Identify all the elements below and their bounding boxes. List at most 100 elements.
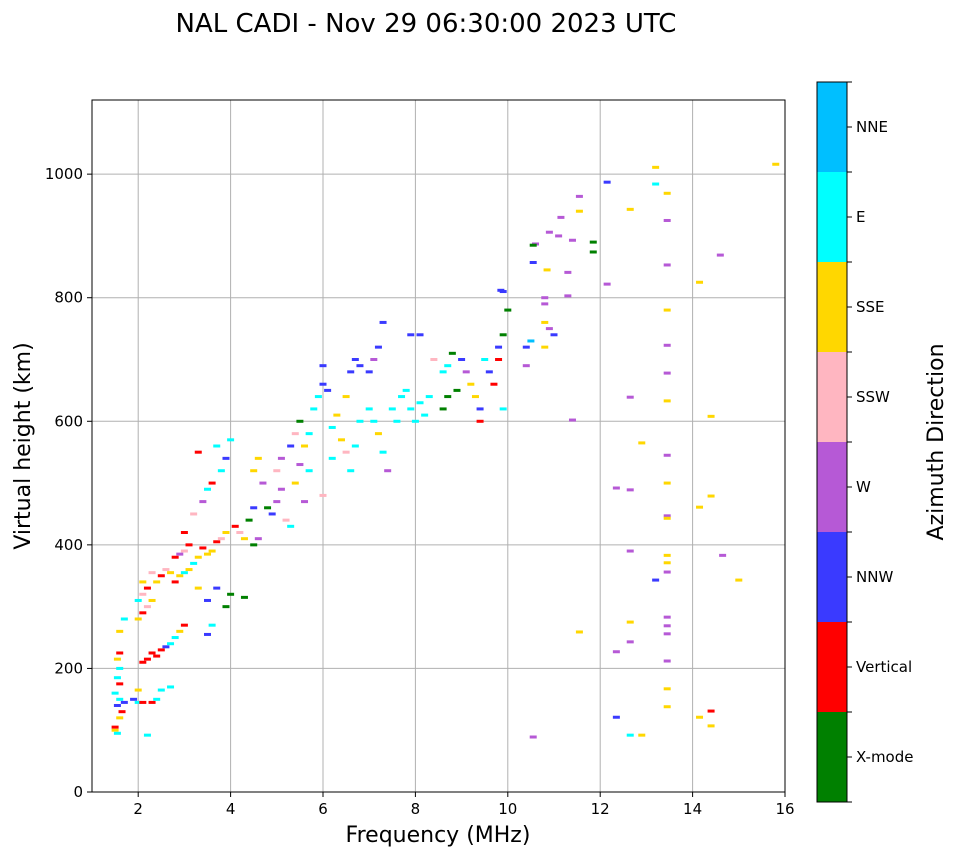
data-point-w [555, 234, 563, 238]
data-point-x-mode [589, 250, 597, 254]
data-point-w [626, 640, 634, 644]
data-point-x-mode [439, 407, 447, 411]
data-point-x-mode [589, 240, 597, 244]
data-point-sse [467, 382, 475, 386]
data-point-nnw [550, 333, 558, 337]
data-point-w [663, 218, 671, 222]
data-point-vertical [180, 623, 188, 627]
data-point-sse [116, 629, 124, 633]
data-point-vertical [180, 531, 188, 534]
data-point-x-mode [227, 592, 235, 596]
data-point-e [393, 419, 401, 423]
data-point-vertical [185, 543, 193, 547]
colorbar-swatch-sse [817, 262, 847, 352]
data-point-nnw [120, 700, 128, 704]
data-point-w [199, 500, 207, 504]
data-point-e [111, 691, 119, 695]
data-point-sse [301, 444, 309, 448]
data-point-x-mode [453, 388, 461, 392]
data-point-e [347, 469, 355, 473]
data-point-sse [222, 531, 230, 534]
data-point-sse [208, 549, 216, 553]
data-point-sse [638, 441, 646, 445]
data-point-w [663, 659, 671, 663]
data-point-w [719, 553, 727, 557]
colorbar-label: Azimuth Direction [924, 343, 949, 540]
data-point-w [277, 487, 285, 491]
colorbar-label-nnw: NNW [856, 568, 893, 586]
data-point-nnw [324, 388, 332, 392]
data-point-vertical [199, 546, 207, 550]
data-point-vertical [143, 657, 151, 661]
data-point-w [462, 370, 470, 374]
data-point-e [398, 395, 406, 399]
data-point-w [626, 488, 634, 492]
data-point-nnw [416, 333, 424, 337]
data-point-e [116, 697, 124, 701]
data-point-sse [626, 620, 634, 624]
data-point-sse [663, 561, 671, 565]
data-point-e [421, 413, 429, 417]
data-point-nnw [603, 180, 611, 184]
data-point-sse [250, 469, 258, 473]
data-point-sse [575, 209, 583, 213]
data-point-nnw [499, 290, 507, 294]
data-point-x-mode [245, 518, 253, 522]
data-point-sse [772, 162, 780, 166]
data-point-nnw [356, 364, 364, 368]
data-point-vertical [208, 481, 216, 485]
colorbar-label-vertical: Vertical [856, 658, 912, 676]
data-point-nnw [213, 586, 221, 590]
data-point-nnw [407, 333, 415, 337]
data-point-nnw [268, 512, 276, 516]
data-point-w [259, 481, 267, 485]
data-point-w [564, 270, 572, 274]
data-point-vertical [139, 660, 147, 664]
colorbar-swatch-vertical [817, 622, 847, 712]
data-point-ssw [273, 469, 281, 473]
x-tick-label: 2 [133, 800, 143, 818]
y-tick-label: 200 [54, 659, 83, 677]
data-point-nnw [113, 704, 121, 707]
data-point-e [204, 487, 211, 491]
data-point-sse [176, 629, 184, 633]
colorbar: X-mode Vertical NNW W SSW SSE E NNE [816, 81, 913, 803]
data-point-sse [663, 191, 671, 195]
data-point-e [113, 731, 121, 735]
data-point-e [167, 685, 175, 689]
data-point-ssw [139, 592, 147, 596]
data-point-sse [696, 280, 704, 284]
data-point-nnw [351, 358, 359, 361]
data-point-nnw [287, 444, 295, 448]
data-point-w [663, 570, 671, 574]
data-point-vertical [476, 419, 484, 423]
colorbar-swatch-nne [817, 82, 847, 172]
x-tick-label: 12 [591, 800, 610, 818]
x-tick-label: 14 [683, 800, 702, 818]
colorbar-label-w: W [856, 478, 871, 496]
data-point-w [301, 500, 309, 504]
data-point-e [314, 395, 322, 399]
data-point-ssw [148, 571, 156, 575]
data-point-vertical [171, 555, 179, 559]
data-point-ssw [162, 568, 170, 572]
data-point-vertical [139, 700, 147, 704]
data-point-e [626, 733, 634, 737]
colorbar-frame [816, 81, 848, 803]
data-point-vertical [194, 450, 202, 454]
data-point-w [541, 302, 549, 306]
data-point-e [305, 432, 313, 436]
x-axis-label: Frequency (MHz) [346, 823, 531, 848]
data-point-sse [696, 505, 704, 509]
data-point-nnw [204, 632, 211, 636]
data-point-e [227, 438, 235, 442]
data-point-nnw [250, 506, 258, 510]
data-point-vertical [143, 586, 151, 590]
data-point-e [481, 358, 489, 361]
data-point-ssw [291, 432, 299, 436]
data-point-sse [541, 320, 549, 324]
data-point-sse [153, 580, 161, 584]
data-point-vertical [213, 540, 221, 544]
colorbar-swatch-e [817, 172, 847, 262]
data-point-w [575, 194, 583, 198]
